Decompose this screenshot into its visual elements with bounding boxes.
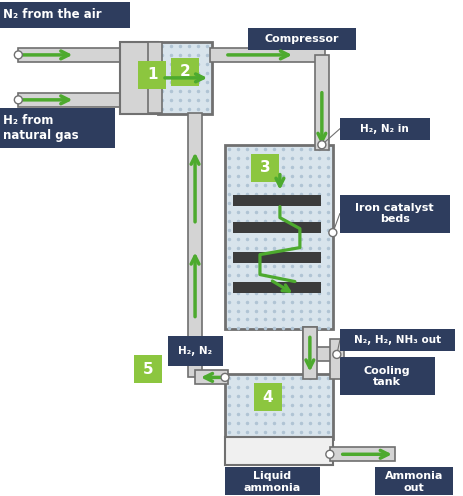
Bar [339, 329, 454, 352]
Bar [374, 467, 452, 496]
Text: H₂ from
natural gas: H₂ from natural gas [3, 114, 79, 142]
Text: Ammonia
out: Ammonia out [384, 471, 442, 493]
Bar [339, 358, 434, 395]
Circle shape [332, 351, 340, 359]
Text: 5: 5 [143, 362, 153, 377]
Bar [120, 42, 158, 114]
Bar [19, 93, 158, 107]
Circle shape [328, 229, 336, 237]
Bar [225, 437, 332, 465]
Text: Cooling
tank: Cooling tank [363, 366, 410, 387]
Text: 2: 2 [179, 64, 190, 79]
Text: 1: 1 [147, 67, 157, 82]
Bar [302, 327, 316, 360]
Bar [210, 48, 324, 62]
Circle shape [325, 450, 333, 458]
Bar [158, 42, 212, 114]
Bar [232, 222, 320, 233]
Bar [0, 2, 130, 28]
Text: Liquid
ammonia: Liquid ammonia [243, 471, 300, 493]
Bar [232, 282, 320, 293]
Text: 3: 3 [259, 160, 269, 175]
Bar [0, 108, 115, 148]
Bar [194, 371, 227, 384]
Text: H₂, N₂: H₂, N₂ [178, 346, 212, 357]
Bar [232, 251, 320, 262]
Bar [232, 195, 320, 206]
Text: 4: 4 [262, 390, 273, 405]
Bar [168, 336, 223, 367]
Circle shape [317, 141, 325, 149]
Bar [225, 374, 332, 439]
Bar [329, 447, 394, 461]
Text: Compressor: Compressor [264, 34, 338, 44]
Bar [339, 195, 449, 233]
Bar [247, 28, 355, 50]
Text: Iron catalyst
beds: Iron catalyst beds [355, 203, 433, 225]
Bar [188, 113, 201, 377]
Circle shape [14, 51, 22, 59]
Bar [253, 383, 282, 411]
Bar [225, 145, 332, 329]
Bar [138, 61, 166, 89]
Text: N₂, H₂, NH₃ out: N₂, H₂, NH₃ out [353, 335, 440, 345]
Bar [134, 356, 162, 383]
Text: H₂, N₂ in: H₂, N₂ in [360, 124, 408, 134]
Bar [302, 327, 316, 379]
Bar [225, 467, 319, 496]
Text: N₂ from the air: N₂ from the air [3, 8, 102, 21]
Bar [314, 55, 328, 150]
Circle shape [220, 373, 229, 381]
Bar [339, 118, 429, 140]
Bar [19, 48, 158, 62]
Circle shape [14, 96, 22, 104]
Bar [307, 347, 339, 362]
Bar [329, 339, 343, 379]
Bar [171, 58, 199, 86]
Bar [140, 71, 165, 85]
Bar [250, 154, 278, 182]
Bar [148, 42, 162, 113]
